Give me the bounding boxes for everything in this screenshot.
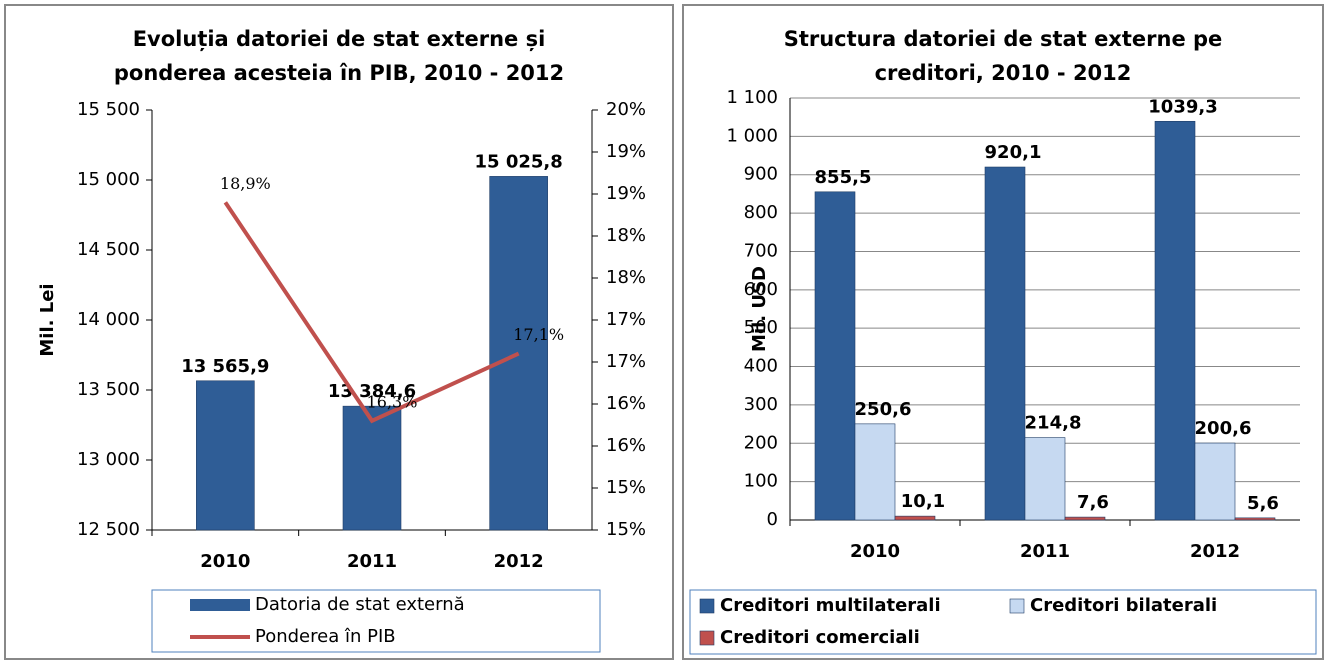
value-label: 1039,3 [1148, 96, 1217, 117]
y2-tick-label: 15% [606, 519, 646, 540]
y-tick-label: 13 000 [77, 449, 140, 470]
value-label: 16,3% [367, 392, 418, 411]
y2-tick-label: 18% [606, 225, 646, 246]
x-tick-label: 2012 [1190, 541, 1240, 562]
y-tick-label: 100 [744, 471, 778, 492]
bar [342, 405, 402, 531]
y2-tick-label: 15% [606, 477, 646, 498]
bar [984, 166, 1026, 521]
legend-swatch [190, 599, 250, 611]
chart-title: creditori, 2010 - 2012 [875, 61, 1132, 85]
x-tick-label: 2010 [200, 551, 250, 572]
value-label: 5,6 [1247, 493, 1279, 514]
y2-tick-label: 20% [606, 99, 646, 120]
value-label: 250,6 [855, 399, 912, 420]
value-label: 10,1 [901, 491, 945, 512]
bar [489, 176, 548, 531]
legend-swatch [1009, 598, 1025, 614]
y-axis-label: Mil. USD [749, 266, 770, 352]
y-tick-label: 14 500 [77, 239, 140, 260]
y-tick-label: 700 [744, 240, 778, 261]
x-tick-label: 2011 [347, 551, 397, 572]
chart-title: Structura datoriei de stat externe pe [784, 27, 1223, 51]
chart-title: Evoluția datoriei de stat externe și [133, 27, 546, 52]
value-label: 18,9% [220, 174, 271, 193]
bar [1194, 442, 1236, 521]
chart-frame [4, 4, 674, 660]
chart-title: ponderea acesteia în PIB, 2010 - 2012 [114, 61, 564, 85]
bar [854, 423, 896, 521]
legend-label: Creditori comerciali [720, 627, 920, 648]
y2-tick-label: 16% [606, 393, 646, 414]
legend-swatch [699, 598, 715, 614]
legend-label: Creditori multilaterali [720, 595, 941, 616]
x-tick-label: 2012 [494, 551, 544, 572]
value-label: 214,8 [1025, 413, 1082, 434]
bar [1064, 516, 1106, 521]
y-tick-label: 14 000 [77, 309, 140, 330]
x-tick-label: 2010 [850, 541, 900, 562]
y-tick-label: 13 500 [77, 379, 140, 400]
bar [1024, 437, 1066, 521]
y-tick-label: 500 [744, 317, 778, 338]
y-tick-label: 400 [744, 356, 778, 377]
legend-label: Ponderea în PIB [255, 626, 396, 647]
y-tick-label: 900 [744, 164, 778, 185]
y-tick-label: 15 500 [77, 99, 140, 120]
y-axis-label: Mil. Lei [37, 283, 58, 356]
value-label: 13 565,9 [181, 356, 269, 377]
y2-tick-label: 19% [606, 183, 646, 204]
y-tick-label: 1 000 [726, 125, 778, 146]
value-label: 920,1 [985, 142, 1042, 163]
y-tick-label: 0 [767, 509, 778, 530]
y-tick-label: 1 100 [726, 87, 778, 108]
y-tick-label: 600 [744, 279, 778, 300]
value-label: 7,6 [1077, 492, 1109, 513]
bar [1234, 517, 1276, 521]
y2-tick-label: 17% [606, 351, 646, 372]
value-label: 17,1% [513, 325, 564, 344]
y-tick-label: 200 [744, 432, 778, 453]
value-label: 855,5 [815, 167, 872, 188]
bar [1154, 120, 1196, 521]
legend-box [689, 589, 1317, 655]
bar [196, 380, 255, 531]
y-tick-label: 300 [744, 394, 778, 415]
y-tick-label: 800 [744, 202, 778, 223]
y-tick-label: 12 500 [77, 519, 140, 540]
legend-swatch [699, 630, 715, 646]
x-tick-label: 2011 [1020, 541, 1070, 562]
y2-tick-label: 19% [606, 141, 646, 162]
line [223, 201, 520, 424]
y2-tick-label: 18% [606, 267, 646, 288]
legend-label: Creditori bilaterali [1030, 595, 1217, 616]
legend-label: Datoria de stat externă [255, 594, 465, 615]
y2-tick-label: 16% [606, 435, 646, 456]
bar [814, 191, 856, 521]
y2-tick-label: 17% [606, 309, 646, 330]
bar [894, 515, 936, 521]
value-label: 200,6 [1195, 418, 1252, 439]
value-label: 15 025,8 [475, 151, 563, 172]
y-tick-label: 15 000 [77, 169, 140, 190]
